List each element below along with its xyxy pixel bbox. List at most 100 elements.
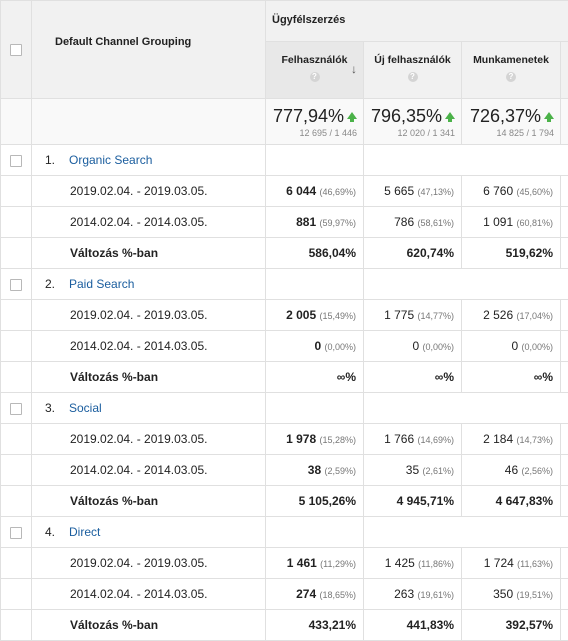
select-all-checkbox[interactable] — [10, 44, 22, 56]
new-users-value: 0 (0,00%) — [364, 331, 462, 362]
total-users-value: 777,94% — [273, 106, 344, 126]
select-all-cell[interactable] — [1, 1, 32, 99]
users-change: 433,21% — [266, 610, 364, 641]
users-value: 1 978 (15,28%) — [266, 424, 364, 455]
channel-row[interactable]: 3.Social — [1, 393, 568, 424]
row-filler — [561, 548, 568, 579]
new-users-change: 4 945,71% — [364, 486, 462, 517]
row-gutter — [1, 300, 32, 331]
table-row: 2019.02.04. - 2019.03.05. 2 005 (15,49%)… — [1, 300, 568, 331]
row-filler — [561, 486, 568, 517]
help-icon[interactable]: ? — [506, 72, 516, 82]
sessions-value: 6 760 (45,60%) — [462, 176, 561, 207]
column-header-sessions[interactable]: Munkamenetek ? — [462, 42, 561, 99]
change-row: Változás %-ban 586,04% 620,74% 519,62% — [1, 238, 568, 269]
users-change: 586,04% — [266, 238, 364, 269]
total-users: 777,94% 12 695 / 1 446 — [266, 99, 364, 145]
sort-desc-icon[interactable]: ↓ — [351, 62, 357, 76]
sessions-value: 2 184 (14,73%) — [462, 424, 561, 455]
channel-row[interactable]: 4.Direct — [1, 517, 568, 548]
up-arrow-icon — [347, 112, 357, 119]
sessions-value: 0 (0,00%) — [462, 331, 561, 362]
row-gutter — [1, 486, 32, 517]
column-header-users[interactable]: Felhasználók ? ↓ — [266, 42, 364, 99]
channel-name-cell: 4.Direct — [32, 517, 266, 548]
help-icon[interactable]: ? — [310, 72, 320, 82]
users-value: 0 (0,00%) — [266, 331, 364, 362]
row-filler — [561, 238, 568, 269]
table-row: 2014.02.04. - 2014.03.05. 0 (0,00%) 0 (0… — [1, 331, 568, 362]
change-label: Változás %-ban — [32, 486, 266, 517]
help-icon[interactable]: ? — [408, 72, 418, 82]
row-select[interactable] — [1, 269, 32, 300]
sessions-change: 519,62% — [462, 238, 561, 269]
channel-link[interactable]: Organic Search — [69, 153, 152, 167]
row-checkbox[interactable] — [10, 155, 22, 167]
sessions-value: 2 526 (17,04%) — [462, 300, 561, 331]
sessions-value: 1 724 (11,63%) — [462, 548, 561, 579]
row-gutter — [1, 579, 32, 610]
channel-row[interactable]: 2.Paid Search — [1, 269, 568, 300]
new-users-change: 620,74% — [364, 238, 462, 269]
sessions-value: 46 (2,56%) — [462, 455, 561, 486]
date-range-label: 2019.02.04. - 2019.03.05. — [32, 424, 266, 455]
total-sessions: 726,37% 14 825 / 1 794 — [462, 99, 561, 145]
new-users-value: 1 766 (14,69%) — [364, 424, 462, 455]
new-users-change: ∞% — [364, 362, 462, 393]
empty-cell — [364, 269, 568, 300]
row-gutter — [1, 548, 32, 579]
up-arrow-icon — [544, 112, 554, 119]
channel-name-cell: 1.Organic Search — [32, 145, 266, 176]
column-label-sessions: Munkamenetek — [473, 54, 549, 66]
group-header-label: Ügyfélszerzés — [272, 1, 561, 26]
row-index: 2. — [32, 277, 69, 291]
channel-link[interactable]: Social — [69, 401, 102, 415]
dimension-header: Default Channel Grouping — [32, 1, 266, 99]
empty-cell — [266, 517, 364, 548]
users-change: 5 105,26% — [266, 486, 364, 517]
row-filler — [561, 176, 568, 207]
new-users-value: 263 (19,61%) — [364, 579, 462, 610]
row-checkbox[interactable] — [10, 403, 22, 415]
date-range-label: 2019.02.04. - 2019.03.05. — [32, 300, 266, 331]
date-range-label: 2019.02.04. - 2019.03.05. — [32, 548, 266, 579]
channel-row[interactable]: 1.Organic Search — [1, 145, 568, 176]
date-range-label: 2014.02.04. - 2014.03.05. — [32, 207, 266, 238]
total-users-sub: 12 695 / 1 446 — [266, 128, 357, 138]
dimension-header-label: Default Channel Grouping — [55, 1, 265, 48]
sessions-change: 392,57% — [462, 610, 561, 641]
empty-cell — [364, 393, 568, 424]
total-sessions-sub: 14 825 / 1 794 — [462, 128, 554, 138]
table-row: 2019.02.04. - 2019.03.05. 6 044 (46,69%)… — [1, 176, 568, 207]
row-filler — [561, 331, 568, 362]
column-label-new-users: Új felhasználók — [374, 54, 450, 66]
row-gutter — [1, 238, 32, 269]
channel-link[interactable]: Paid Search — [69, 277, 134, 291]
row-select[interactable] — [1, 393, 32, 424]
date-range-label: 2019.02.04. - 2019.03.05. — [32, 176, 266, 207]
new-users-value: 1 775 (14,77%) — [364, 300, 462, 331]
row-checkbox[interactable] — [10, 279, 22, 291]
column-header-new-users[interactable]: Új felhasználók ? — [364, 42, 462, 99]
row-filler — [561, 455, 568, 486]
change-row: Változás %-ban ∞% ∞% ∞% — [1, 362, 568, 393]
users-value: 274 (18,65%) — [266, 579, 364, 610]
total-sessions-value: 726,37% — [470, 106, 541, 126]
empty-cell — [266, 145, 364, 176]
table-row: 2019.02.04. - 2019.03.05. 1 978 (15,28%)… — [1, 424, 568, 455]
row-filler — [561, 300, 568, 331]
users-value: 881 (59,97%) — [266, 207, 364, 238]
row-select[interactable] — [1, 517, 32, 548]
row-select[interactable] — [1, 145, 32, 176]
users-change: ∞% — [266, 362, 364, 393]
change-row: Változás %-ban 433,21% 441,83% 392,57% — [1, 610, 568, 641]
row-checkbox[interactable] — [10, 527, 22, 539]
date-range-label: 2014.02.04. - 2014.03.05. — [32, 455, 266, 486]
sessions-value: 350 (19,51%) — [462, 579, 561, 610]
channel-link[interactable]: Direct — [69, 525, 100, 539]
change-label: Változás %-ban — [32, 610, 266, 641]
table-row: 2014.02.04. - 2014.03.05. 38 (2,59%) 35 … — [1, 455, 568, 486]
row-gutter — [1, 610, 32, 641]
row-index: 3. — [32, 401, 69, 415]
row-filler — [561, 362, 568, 393]
